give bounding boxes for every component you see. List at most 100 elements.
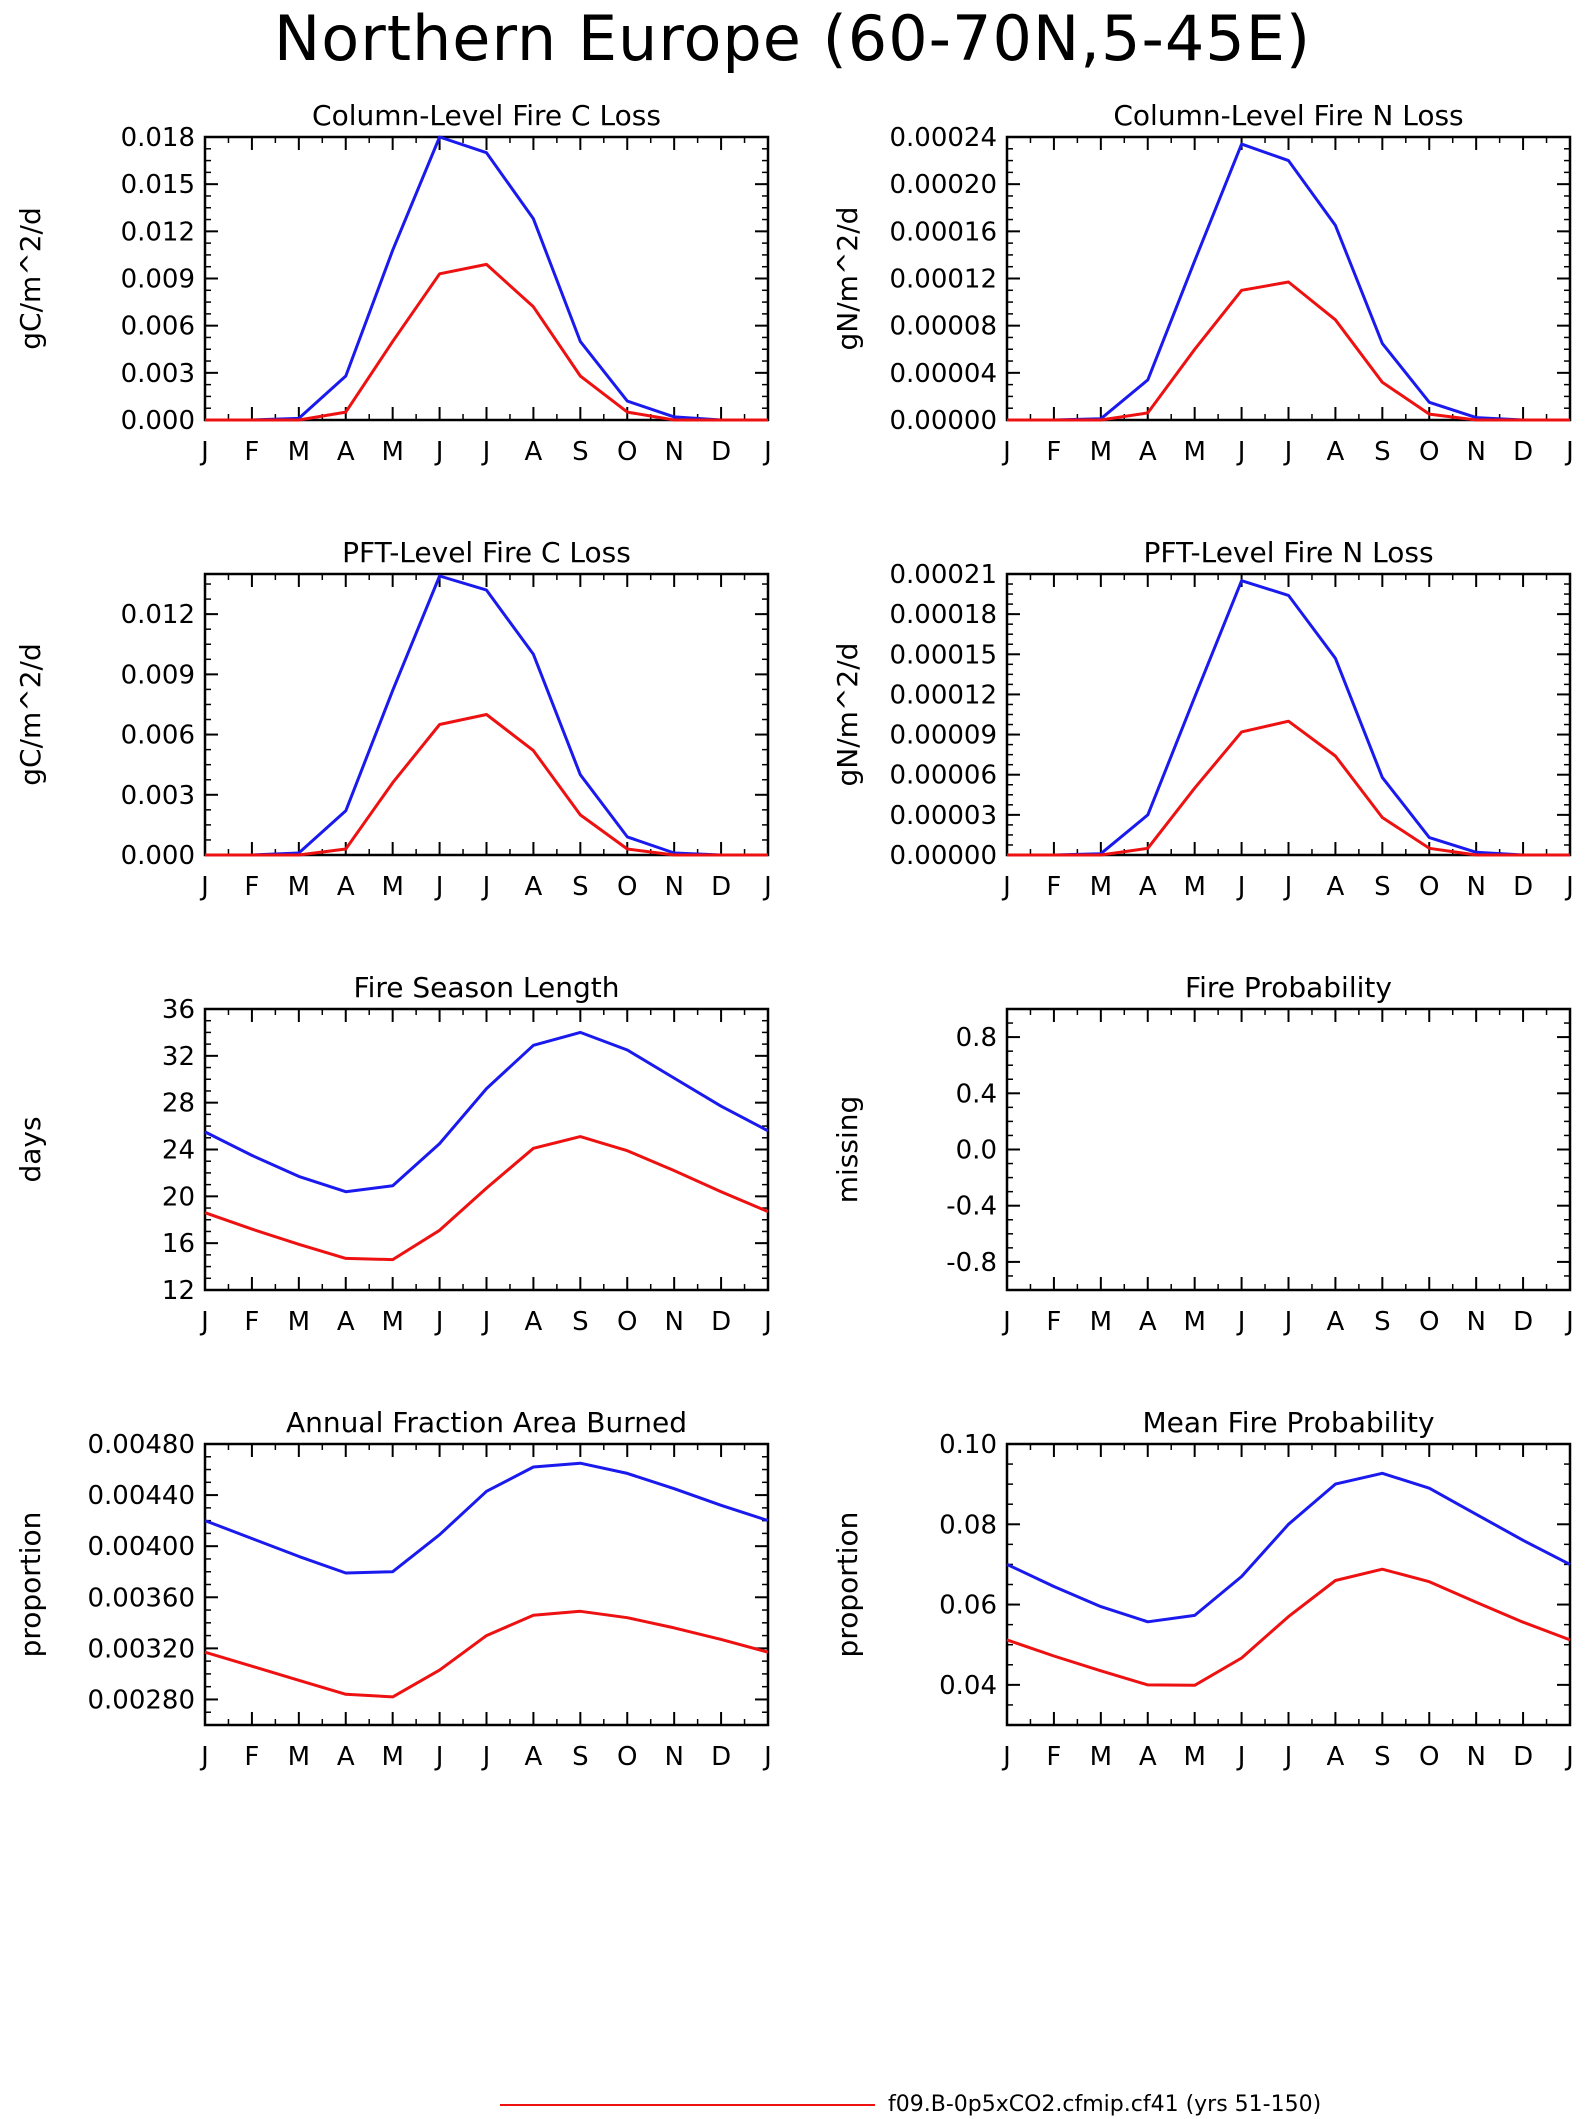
y-tick-label: 0.000 [121,841,195,871]
x-tick-label: D [711,1307,731,1337]
legend: f09.B-0p5xCO2.cfmip.cf41 (yrs 51-150) [500,2092,1580,2117]
y-tick-label: -0.8 [946,1248,997,1278]
x-tick-label: S [1374,437,1391,467]
y-tick-label: 0.00015 [889,640,997,670]
panel-title: Annual Fraction Area Burned [286,1406,687,1439]
x-tick-label: J [434,1307,444,1337]
y-tick-label: 0.00018 [889,600,997,630]
y-tick-label: 0.018 [121,123,195,153]
x-tick-label: J [762,1307,772,1337]
x-tick-label: J [1236,1742,1246,1772]
legend-line-red [500,2104,875,2106]
y-axis-label: missing [831,1096,864,1204]
x-tick-label: F [1046,872,1061,902]
series-line-red [204,1135,769,1262]
x-tick-label: A [337,1742,355,1772]
x-tick-label: M [1090,872,1112,902]
y-tick-label: 12 [162,1276,195,1306]
x-tick-label: A [525,437,543,467]
x-tick-label: A [337,437,355,467]
panel-title: Fire Season Length [354,971,620,1004]
legend-label: f09.B-0p5xCO2.cfmip.cf41 (yrs 51-150) [888,2092,1322,2117]
x-tick-label: A [1327,437,1345,467]
x-tick-label: A [1327,1742,1345,1772]
panel-title: Column-Level Fire C Loss [312,99,661,132]
panel-4: J F M A M J J A S O N D J0.000000.000030.000060.0000… [831,536,1574,902]
x-tick-label: S [1374,872,1391,902]
y-tick-label: 0.00280 [87,1685,195,1715]
x-tick-label: M [288,1742,310,1772]
x-tick-label: A [1327,1307,1345,1337]
x-tick-label: M [1090,1307,1112,1337]
x-tick-label: J [1236,1307,1246,1337]
y-tick-label: 0.009 [121,660,195,690]
x-tick-label: A [525,1307,543,1337]
panel-title: PFT-Level Fire C Loss [342,536,631,569]
x-tick-label: A [1139,437,1157,467]
x-tick-label: S [1374,1742,1391,1772]
plot-frame [203,1442,770,1727]
y-axis-label: gN/m^2/d [831,643,864,787]
x-tick-label: N [664,1307,683,1337]
x-tick-label: F [1046,437,1061,467]
y-tick-label: 0.006 [121,312,195,342]
x-tick-label: O [617,1307,637,1337]
y-axis-label: proportion [831,1512,864,1658]
plot-frame [1005,572,1572,857]
plot-frame [1005,1007,1572,1292]
y-tick-label: 28 [162,1089,195,1119]
x-tick-label: M [381,872,403,902]
x-tick-label: N [1466,872,1485,902]
y-tick-label: 0.00004 [889,359,997,389]
y-tick-label: 24 [162,1136,195,1166]
y-tick-label: 0.0 [956,1136,997,1166]
series-line-red [1006,1567,1571,1687]
x-tick-label: F [244,872,259,902]
x-tick-label: D [1513,437,1533,467]
x-tick-label: J [199,437,209,467]
series-line-blue [1007,579,1570,857]
y-tick-label: 32 [162,1042,195,1072]
x-tick-label: J [1283,437,1293,467]
x-tick-label: J [199,1307,209,1337]
x-tick-label: M [288,872,310,902]
y-tick-label: 0.015 [121,170,195,200]
y-tick-label: 0.006 [121,721,195,751]
panel-title: Column-Level Fire N Loss [1113,99,1463,132]
x-tick-label: M [1183,437,1205,467]
series-line-red [204,1609,769,1699]
panel-title: Mean Fire Probability [1142,1406,1434,1439]
series-line-blue [204,1461,769,1575]
x-tick-label: N [1466,1742,1485,1772]
x-tick-label: A [337,872,355,902]
x-tick-label: J [1001,1742,1011,1772]
x-tick-label: A [525,872,543,902]
x-tick-label: J [481,1307,491,1337]
y-tick-label: 0.003 [121,359,195,389]
y-tick-label: 0.009 [121,265,195,295]
x-tick-label: J [1001,437,1011,467]
y-tick-label: 0.00016 [889,217,997,247]
x-tick-label: A [1139,1742,1157,1772]
y-tick-label: 0.00006 [889,761,997,791]
x-tick-label: S [1374,1307,1391,1337]
x-tick-label: S [572,437,589,467]
x-tick-label: S [572,1742,589,1772]
y-tick-label: 0.00009 [889,721,997,751]
x-tick-label: S [572,872,589,902]
panel-1: J F M A M J J A S O N D J0.0000.0030.0060.0090.0120.… [14,99,772,467]
x-tick-label: N [664,872,683,902]
y-tick-label: 0.06 [939,1591,997,1621]
x-tick-label: M [381,437,403,467]
series-line-red [205,262,768,422]
y-axis-label: days [14,1116,47,1182]
x-tick-label: J [481,872,491,902]
panel-7: J F M A M J J A S O N D J0.002800.003200.003600.0040… [14,1406,772,1772]
x-tick-label: O [1419,872,1439,902]
x-tick-label: J [1564,1742,1574,1772]
x-tick-label: J [762,437,772,467]
series-line-red [1007,719,1570,857]
